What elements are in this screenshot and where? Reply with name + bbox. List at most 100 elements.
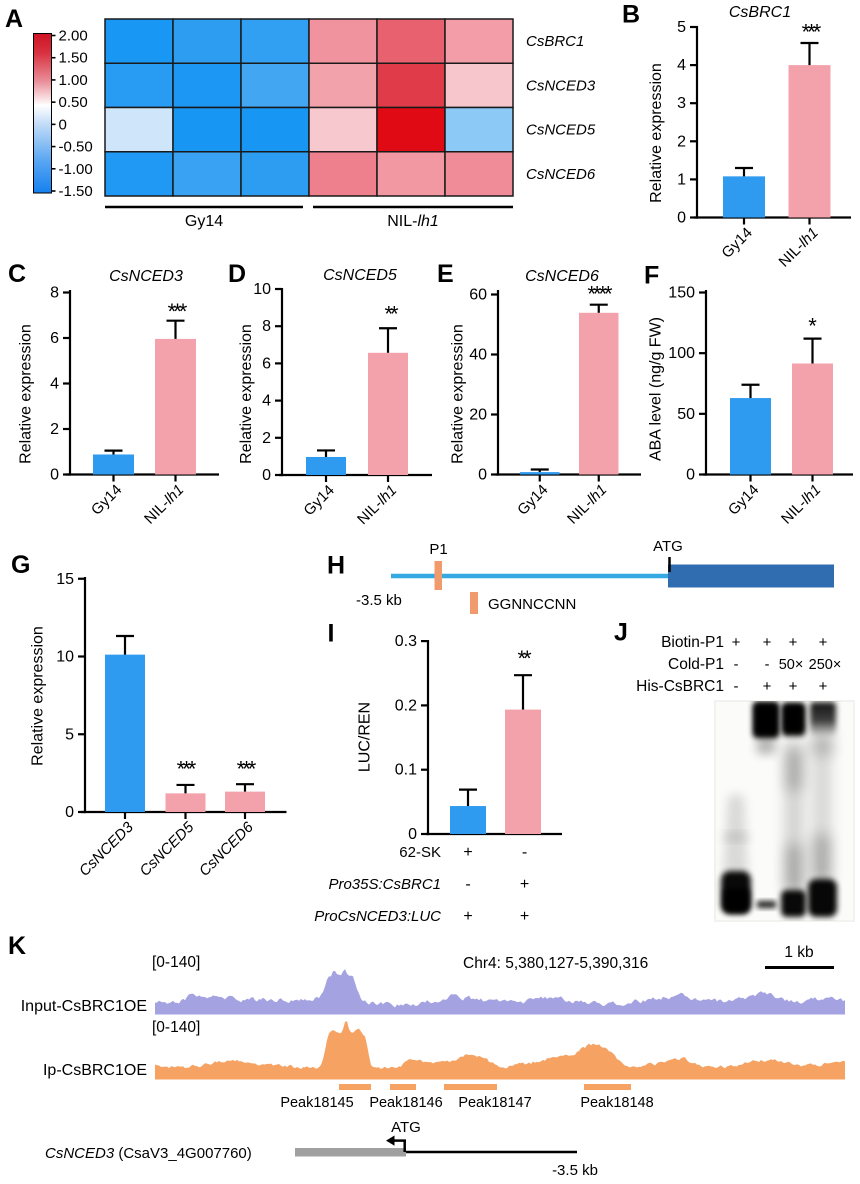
svg-text:Biotin-P1: Biotin-P1 <box>661 634 724 651</box>
svg-text:+: + <box>763 634 772 651</box>
svg-text:I: I <box>328 620 335 648</box>
svg-text:6: 6 <box>262 355 271 372</box>
svg-text:4: 4 <box>262 393 271 410</box>
svg-text:-: - <box>765 657 770 673</box>
svg-text:Gy14: Gy14 <box>718 224 755 261</box>
svg-text:CsNCED3: CsNCED3 <box>526 77 596 94</box>
svg-text:4: 4 <box>677 57 686 74</box>
svg-text:-: - <box>734 657 739 673</box>
svg-text:1.50: 1.50 <box>59 50 88 67</box>
svg-text:6: 6 <box>50 330 59 347</box>
svg-text:CsNCED5: CsNCED5 <box>323 267 397 284</box>
svg-text:2: 2 <box>262 430 271 447</box>
svg-text:Cold-P1: Cold-P1 <box>668 656 724 673</box>
svg-text:50: 50 <box>677 406 695 423</box>
svg-text:ABA level (ng/g FW): ABA level (ng/g FW) <box>648 317 665 461</box>
svg-text:Gy14: Gy14 <box>185 213 223 230</box>
svg-text:0.50: 0.50 <box>59 94 88 111</box>
svg-text:60: 60 <box>469 287 487 304</box>
svg-text:Relative expression: Relative expression <box>648 63 665 203</box>
svg-text:ATG: ATG <box>653 538 683 555</box>
svg-text:+: + <box>520 908 529 925</box>
svg-text:***: *** <box>237 757 257 782</box>
svg-text:+: + <box>732 634 741 651</box>
svg-text:-: - <box>522 844 527 861</box>
svg-text:NIL-lh1: NIL-lh1 <box>776 224 822 270</box>
svg-text:Input-CsBRC1OE: Input-CsBRC1OE <box>21 998 147 1015</box>
svg-text:0: 0 <box>59 116 67 133</box>
svg-text:ATG: ATG <box>391 1119 421 1136</box>
svg-text:LUC/REN: LUC/REN <box>357 702 374 772</box>
svg-text:5: 5 <box>65 726 74 743</box>
svg-text:0: 0 <box>686 467 695 484</box>
svg-text:[0-140]: [0-140] <box>152 954 200 971</box>
svg-text:Peak18145: Peak18145 <box>280 1095 353 1111</box>
svg-text:F: F <box>644 262 659 290</box>
svg-text:Peak18146: Peak18146 <box>369 1095 442 1111</box>
svg-text:-3.5 kb: -3.5 kb <box>356 592 402 609</box>
svg-text:2: 2 <box>677 133 686 150</box>
svg-text:NIL-lh1: NIL-lh1 <box>141 481 187 527</box>
svg-text:3: 3 <box>677 95 686 112</box>
svg-text:150: 150 <box>668 285 695 302</box>
svg-text:CsNCED6: CsNCED6 <box>526 166 596 183</box>
svg-text:0.1: 0.1 <box>395 762 417 779</box>
svg-text:A: A <box>5 5 23 33</box>
svg-text:20: 20 <box>469 407 487 424</box>
svg-text:Ip-CsBRC1OE: Ip-CsBRC1OE <box>43 1062 147 1079</box>
svg-text:NIL-lh1: NIL-lh1 <box>387 213 439 230</box>
svg-text:CsNCED6: CsNCED6 <box>196 818 257 879</box>
svg-text:CsNCED3: CsNCED3 <box>109 268 183 285</box>
svg-text:****: **** <box>587 282 613 307</box>
svg-text:Relative expression: Relative expression <box>18 324 35 464</box>
svg-text:***: *** <box>168 299 188 324</box>
svg-text:***: *** <box>177 757 197 782</box>
svg-text:Gy14: Gy14 <box>300 482 337 519</box>
svg-text:CsBRC1: CsBRC1 <box>729 4 791 21</box>
svg-text:CsNCED5: CsNCED5 <box>526 122 596 139</box>
svg-text:2: 2 <box>50 421 59 438</box>
svg-text:Peak18147: Peak18147 <box>458 1095 531 1111</box>
svg-text:ProCsNCED3:LUC: ProCsNCED3:LUC <box>314 908 441 925</box>
svg-text:+: + <box>763 678 772 695</box>
svg-text:Gy14: Gy14 <box>514 481 551 518</box>
svg-text:Relative expression: Relative expression <box>450 324 467 464</box>
svg-text:+: + <box>789 678 798 695</box>
svg-text:0: 0 <box>408 826 417 843</box>
svg-text:D: D <box>228 260 246 288</box>
svg-text:+: + <box>463 844 472 861</box>
svg-text:CsNCED3: CsNCED3 <box>76 818 137 879</box>
svg-text:0.2: 0.2 <box>395 697 417 714</box>
svg-text:0: 0 <box>478 467 487 484</box>
svg-text:NIL-lh1: NIL-lh1 <box>778 481 824 527</box>
svg-text:Gy14: Gy14 <box>88 481 125 518</box>
svg-text:Peak18148: Peak18148 <box>580 1095 653 1111</box>
svg-text:-: - <box>734 678 739 695</box>
svg-text:B: B <box>622 1 640 29</box>
svg-text:1 kb: 1 kb <box>784 944 813 961</box>
svg-text:-1.00: -1.00 <box>59 161 93 178</box>
svg-text:[0-140]: [0-140] <box>152 1019 200 1036</box>
svg-text:CsBRC1: CsBRC1 <box>526 33 584 50</box>
svg-text:Pro35S:CsBRC1: Pro35S:CsBRC1 <box>328 876 441 893</box>
svg-text:0: 0 <box>50 467 59 484</box>
svg-text:15: 15 <box>56 571 74 588</box>
svg-text:10: 10 <box>56 649 74 666</box>
svg-text:0.3: 0.3 <box>395 633 417 650</box>
svg-text:**: ** <box>384 302 399 327</box>
svg-text:H: H <box>327 552 345 580</box>
svg-text:Relative expression: Relative expression <box>238 324 255 464</box>
svg-text:40: 40 <box>469 347 487 364</box>
svg-text:+: + <box>463 908 472 925</box>
svg-text:NIL-lh1: NIL-lh1 <box>564 481 610 527</box>
svg-text:-1.50: -1.50 <box>59 183 93 200</box>
svg-text:50×: 50× <box>779 657 804 673</box>
svg-text:CsNCED5: CsNCED5 <box>136 818 197 879</box>
svg-text:1.00: 1.00 <box>59 72 88 89</box>
svg-text:1: 1 <box>677 171 686 188</box>
svg-text:250×: 250× <box>809 657 842 673</box>
svg-text:+: + <box>520 876 529 893</box>
svg-text:CsNCED6: CsNCED6 <box>525 268 599 285</box>
svg-text:*: * <box>808 314 817 339</box>
svg-text:+: + <box>789 634 798 651</box>
